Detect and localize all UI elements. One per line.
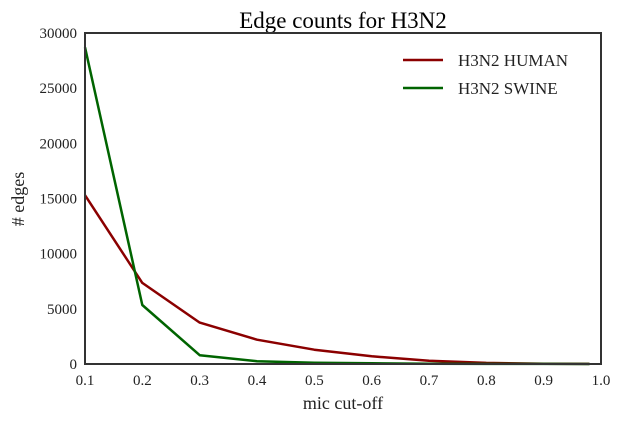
- y-tick-label: 20000: [40, 136, 78, 152]
- x-tick-label: 0.9: [534, 373, 553, 389]
- y-tick-label: 25000: [40, 81, 78, 97]
- x-tick-label: 0.5: [305, 373, 324, 389]
- y-tick-label: 0: [70, 357, 78, 373]
- legend-label: H3N2 SWINE: [458, 79, 558, 98]
- plot-frame: [84, 32, 602, 365]
- x-tick-label: 0.3: [190, 373, 209, 389]
- y-tick-label: 30000: [40, 26, 78, 42]
- y-tick-label: 15000: [40, 192, 78, 208]
- y-tick-label: 5000: [47, 302, 77, 318]
- y-axis-ticks: 0 5000 10000 15000 20000 25000 30000: [40, 26, 78, 373]
- x-tick-label: 0.2: [133, 373, 152, 389]
- y-tick-label: 10000: [40, 247, 78, 263]
- x-tick-label: 1.0: [592, 373, 611, 389]
- x-tick-label: 0.4: [248, 373, 267, 389]
- chart-title: Edge counts for H3N2: [239, 8, 447, 33]
- y-axis-label: # edges: [8, 172, 28, 226]
- x-tick-label: 0.6: [362, 373, 381, 389]
- x-axis-label: mic cut-off: [303, 393, 383, 413]
- legend-label: H3N2 HUMAN: [458, 51, 568, 70]
- x-axis-ticks: 0.1 0.2 0.3 0.4 0.5 0.6 0.7 0.8 0.9 1.0: [76, 373, 611, 389]
- x-tick-label: 0.8: [477, 373, 496, 389]
- x-tick-label: 0.1: [76, 373, 95, 389]
- legend: H3N2 HUMAN H3N2 SWINE: [403, 51, 568, 98]
- series-line: [83, 194, 590, 366]
- x-tick-label: 0.7: [420, 373, 439, 389]
